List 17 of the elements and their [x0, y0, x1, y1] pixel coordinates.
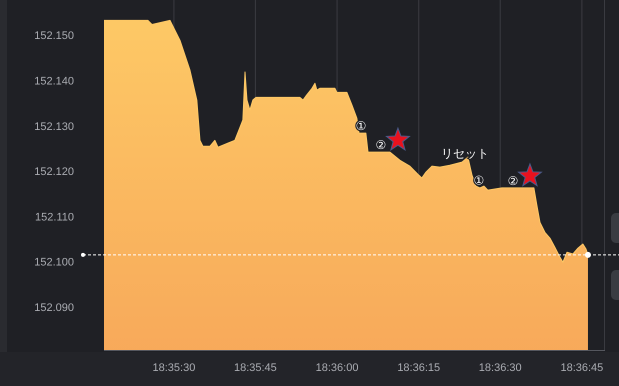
annotation: ②	[376, 138, 386, 152]
y-tick-label: 152.100	[34, 256, 74, 269]
x-tick-label: 18:35:45	[234, 362, 277, 374]
y-tick-label: 152.150	[34, 30, 74, 42]
annotation: ②	[508, 174, 518, 188]
x-tick-label: 18:36:00	[316, 362, 358, 374]
y-tick-label: 152.130	[34, 120, 74, 133]
annotation: ①	[473, 173, 484, 188]
y-tick-label: 152.110	[35, 211, 74, 224]
annotation: リセット	[440, 146, 489, 160]
x-tick-label: 18:35:30	[152, 362, 196, 374]
x-tick-label: 18:36:30	[478, 362, 522, 374]
y-tick-label: 152.120	[34, 166, 74, 178]
y-tick-label: 152.090	[34, 302, 74, 314]
x-tick-label: 18:36:15	[397, 362, 440, 374]
x-tick-label: 18:36:45	[560, 362, 604, 374]
y-tick-label: 152.140	[34, 76, 74, 88]
